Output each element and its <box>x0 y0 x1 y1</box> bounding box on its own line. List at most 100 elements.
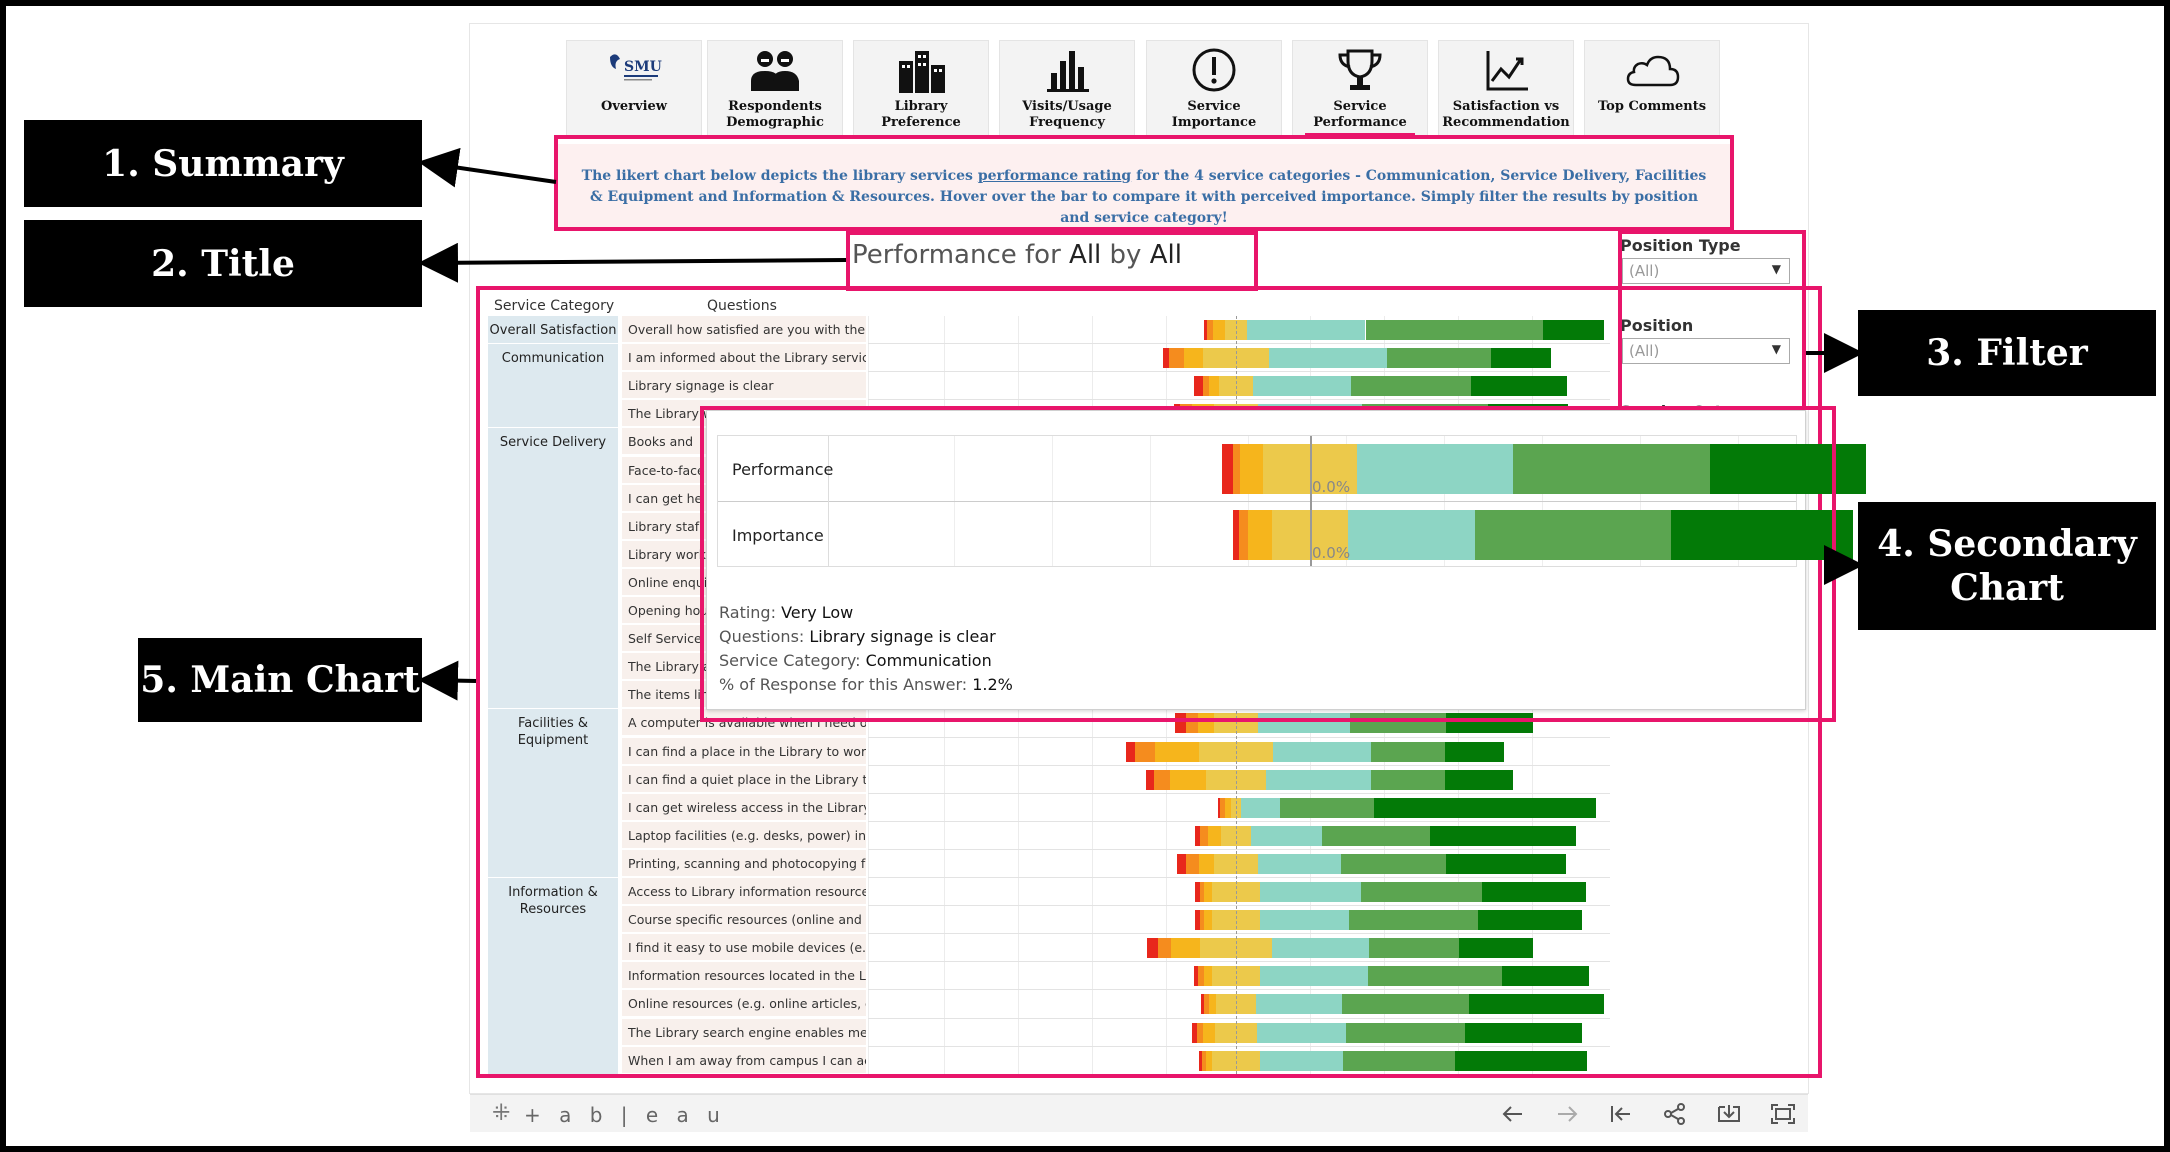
bar-segment[interactable] <box>1429 825 1577 846</box>
revert-icon[interactable] <box>1608 1103 1634 1125</box>
bar-segment[interactable] <box>1216 994 1256 1015</box>
bar-segment[interactable] <box>1184 348 1204 369</box>
bar-segment[interactable] <box>1213 320 1225 340</box>
bar-segment[interactable] <box>1464 1022 1582 1043</box>
question-cell[interactable]: Information resources located in the Lib… <box>622 962 866 990</box>
bar-segment[interactable] <box>1470 376 1567 397</box>
question-cell[interactable]: Course specific resources (online and in… <box>622 906 866 934</box>
secondary-bar-segment[interactable] <box>1475 510 1671 560</box>
secondary-bar-segment[interactable] <box>1272 510 1348 560</box>
bar-segment[interactable] <box>1247 320 1366 340</box>
bar-segment[interactable] <box>1365 320 1544 340</box>
bar-segment[interactable] <box>1204 966 1212 987</box>
bar-segment[interactable] <box>1386 348 1491 369</box>
bar-segment[interactable] <box>1157 938 1171 959</box>
bar-segment[interactable] <box>1212 1050 1260 1071</box>
tab-satisfaction-vs-recommendation[interactable]: Satisfaction vs Recommendation <box>1438 40 1574 136</box>
bar-segment[interactable] <box>1217 797 1221 818</box>
tab-visits-usage-frequency[interactable]: Visits/Usage Frequency <box>999 40 1135 136</box>
question-cell[interactable]: When I am away from campus I can acces..… <box>622 1046 866 1074</box>
bar-segment[interactable] <box>1199 882 1205 902</box>
fullscreen-icon[interactable] <box>1770 1103 1796 1125</box>
question-cell[interactable]: I can find a quiet place in the Library … <box>622 765 866 793</box>
bar-segment[interactable] <box>1253 376 1351 397</box>
secondary-bar-segment[interactable] <box>1347 510 1476 560</box>
bar-segment[interactable] <box>1207 825 1222 846</box>
bar-segment[interactable] <box>1153 769 1171 790</box>
bar-segment[interactable] <box>1260 966 1369 987</box>
bar-segment[interactable] <box>1202 1022 1215 1043</box>
bar-segment[interactable] <box>1224 320 1248 340</box>
question-cell[interactable]: Library signage is clear <box>622 372 866 400</box>
bar-segment[interactable] <box>1135 741 1155 762</box>
tab-library-preference[interactable]: Library Preference <box>853 40 989 136</box>
position-type-select[interactable]: (All) ▼ <box>1622 258 1790 284</box>
bar-segment[interactable] <box>1258 853 1342 874</box>
question-cell[interactable]: Printing, scanning and photocopying faci… <box>622 849 866 877</box>
question-cell[interactable]: Overall how satisfied are you with the L… <box>622 316 866 343</box>
position-select[interactable]: (All) ▼ <box>1622 338 1790 364</box>
secondary-bar-segment[interactable] <box>1357 444 1514 494</box>
tab-respondents-demographic[interactable]: Respondents Demographic <box>707 40 843 136</box>
bar-segment[interactable] <box>1241 797 1280 818</box>
bar-segment[interactable] <box>1371 769 1446 790</box>
bar-segment[interactable] <box>1193 376 1203 397</box>
bar-segment[interactable] <box>1147 938 1158 959</box>
question-cell[interactable]: Access to Library information resources … <box>622 878 866 905</box>
question-cell[interactable]: I can find a place in the Library to wor… <box>622 737 866 765</box>
bar-segment[interactable] <box>1445 769 1514 790</box>
bar-segment[interactable] <box>1342 1050 1456 1071</box>
bar-segment[interactable] <box>1196 1022 1203 1043</box>
bar-segment[interactable] <box>1224 797 1231 818</box>
bar-segment[interactable] <box>1192 1022 1197 1043</box>
secondary-bar-segment[interactable] <box>1513 444 1711 494</box>
bar-segment[interactable] <box>1369 938 1460 959</box>
bar-segment[interactable] <box>1211 966 1261 987</box>
bar-segment[interactable] <box>1490 348 1552 369</box>
bar-segment[interactable] <box>1218 376 1253 397</box>
bar-segment[interactable] <box>1368 966 1502 987</box>
question-cell[interactable]: I can get wireless access in the Library… <box>622 793 866 821</box>
bar-segment[interactable] <box>1259 1050 1343 1071</box>
bar-segment[interactable] <box>1321 825 1430 846</box>
bar-segment[interactable] <box>1271 938 1370 959</box>
bar-segment[interactable] <box>1204 910 1212 931</box>
secondary-bar-segment[interactable] <box>1240 444 1263 494</box>
bar-segment[interactable] <box>1446 853 1567 874</box>
bar-segment[interactable] <box>1255 994 1342 1015</box>
bar-segment[interactable] <box>1201 1050 1207 1071</box>
bar-segment[interactable] <box>1220 797 1225 818</box>
bar-segment[interactable] <box>1266 769 1372 790</box>
bar-segment[interactable] <box>1201 994 1205 1015</box>
question-cell[interactable]: Online resources (e.g. online articles, … <box>622 990 866 1018</box>
bar-segment[interactable] <box>1279 797 1375 818</box>
download-icon[interactable] <box>1716 1103 1742 1125</box>
bar-segment[interactable] <box>1205 769 1267 790</box>
bar-segment[interactable] <box>1211 910 1261 931</box>
bar-segment[interactable] <box>1214 1022 1258 1043</box>
bar-segment[interactable] <box>1198 966 1205 987</box>
secondary-bar-segment[interactable] <box>1232 510 1239 560</box>
secondary-bar-segment[interactable] <box>1247 510 1273 560</box>
bar-segment[interactable] <box>1370 741 1445 762</box>
tab-top-comments[interactable]: Top Comments <box>1584 40 1720 136</box>
bar-segment[interactable] <box>1501 966 1589 987</box>
bar-segment[interactable] <box>1195 910 1200 931</box>
bar-segment[interactable] <box>1199 910 1205 931</box>
bar-segment[interactable] <box>1221 825 1251 846</box>
bar-segment[interactable] <box>1200 938 1272 959</box>
bar-segment[interactable] <box>1257 1022 1347 1043</box>
undo-icon[interactable] <box>1500 1103 1526 1125</box>
bar-segment[interactable] <box>1455 1050 1587 1071</box>
question-cell[interactable]: I find it easy to use mobile devices (e.… <box>622 934 866 962</box>
bar-segment[interactable] <box>1175 713 1186 734</box>
bar-segment[interactable] <box>1350 376 1471 397</box>
bar-segment[interactable] <box>1199 853 1214 874</box>
bar-segment[interactable] <box>1374 797 1597 818</box>
bar-segment[interactable] <box>1185 713 1198 734</box>
bar-segment[interactable] <box>1211 882 1261 902</box>
bar-segment[interactable] <box>1209 376 1219 397</box>
bar-segment[interactable] <box>1349 910 1478 931</box>
bar-segment[interactable] <box>1169 348 1185 369</box>
bar-segment[interactable] <box>1195 882 1200 902</box>
